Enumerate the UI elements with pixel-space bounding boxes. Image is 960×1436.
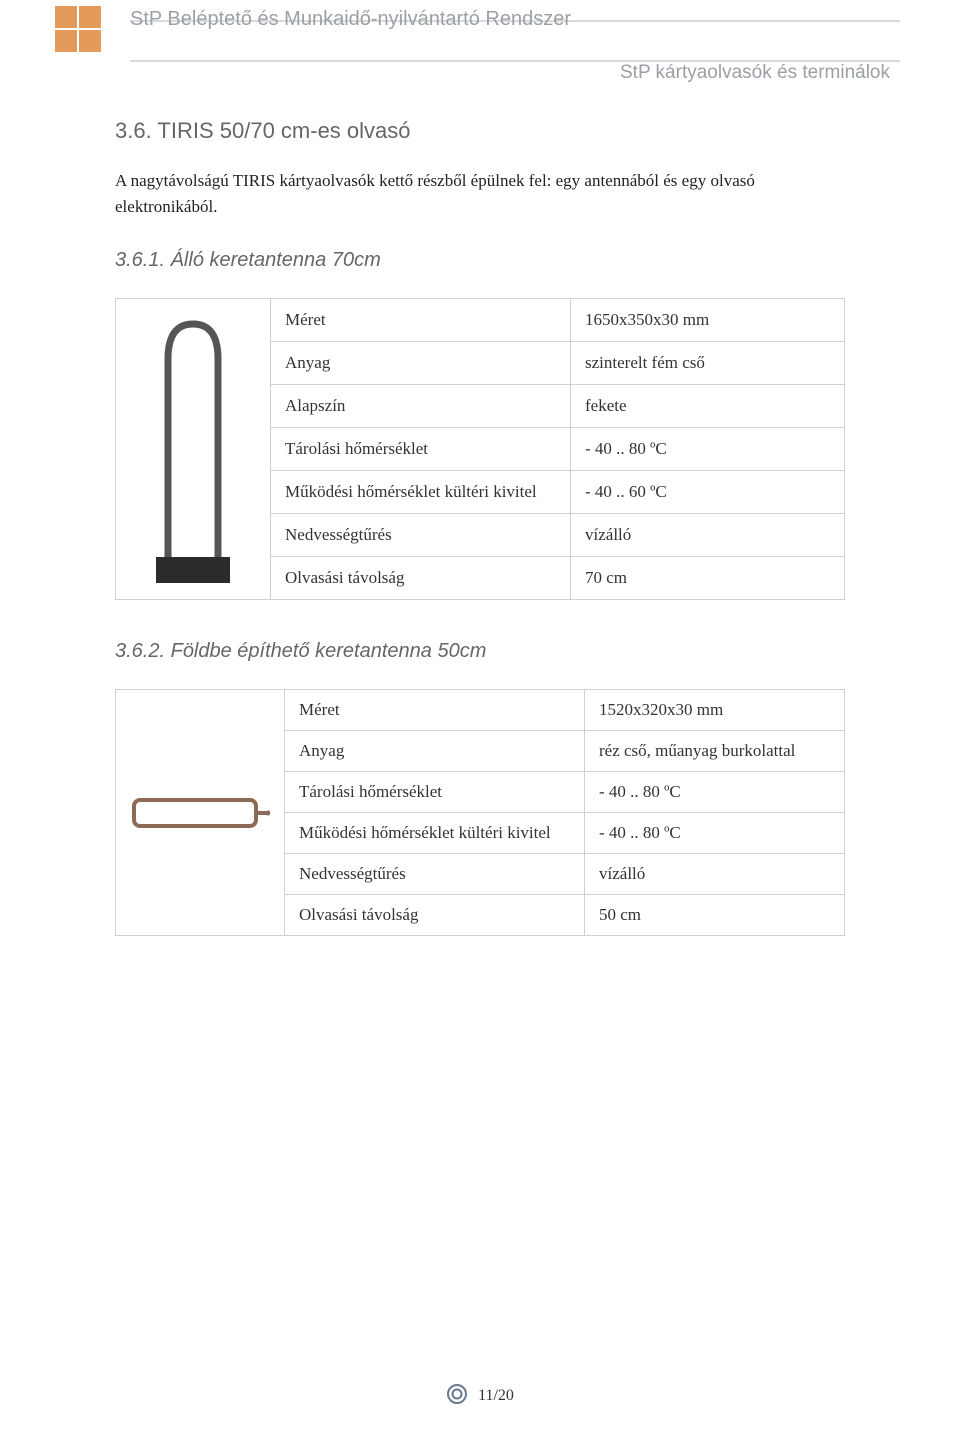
spec-key: Működési hőmérséklet kültéri kivitel <box>285 813 585 854</box>
spec-key: Nedvességtűrés <box>285 854 585 895</box>
logo-icon <box>55 6 103 54</box>
spec-value: vízálló <box>571 514 845 557</box>
header-title: StP Beléptető és Munkaidő-nyilvántartó R… <box>130 8 960 31</box>
ground-loop-icon <box>130 790 270 836</box>
subsection-2-heading: 3.6.2. Földbe építhető keretantenna 50cm <box>115 640 845 663</box>
spec-key: Nedvességtűrés <box>271 514 571 557</box>
spec-key: Működési hőmérséklet kültéri kivitel <box>271 471 571 514</box>
page-footer: 11/20 <box>0 1383 960 1410</box>
spec-value: 70 cm <box>571 557 845 600</box>
ground-loop-image-cell <box>116 690 285 936</box>
footer-logo-icon <box>446 1383 468 1410</box>
spec-table-2: Méret 1520x320x30 mm Anyagréz cső, műany… <box>115 689 845 936</box>
page-header: StP Beléptető és Munkaidő-nyilvántartó R… <box>0 0 960 78</box>
section-heading: 3.6. TIRIS 50/70 cm-es olvasó <box>115 118 845 144</box>
spec-table-1: Méret 1650x350x30 mm Anyagszinterelt fém… <box>115 298 845 600</box>
spec-value: 1650x350x30 mm <box>571 299 845 342</box>
antenna-image-cell <box>116 299 271 600</box>
spec-value: 50 cm <box>585 895 845 936</box>
spec-key: Olvasási távolság <box>285 895 585 936</box>
page: StP Beléptető és Munkaidő-nyilvántartó R… <box>0 0 960 1436</box>
spec-value: szinterelt fém cső <box>571 342 845 385</box>
spec-value: - 40 .. 60 ºC <box>571 471 845 514</box>
spec-key: Alapszín <box>271 385 571 428</box>
subsection-1-heading: 3.6.1. Álló keretantenna 70cm <box>115 249 845 272</box>
spec-value: - 40 .. 80 ºC <box>571 428 845 471</box>
spec-key: Tárolási hőmérséklet <box>285 772 585 813</box>
spec-key: Olvasási távolság <box>271 557 571 600</box>
spec-value: - 40 .. 80 ºC <box>585 772 845 813</box>
spec-key: Méret <box>271 299 571 342</box>
gate-antenna-icon <box>148 309 238 589</box>
spec-key: Tárolási hőmérséklet <box>271 428 571 471</box>
spec-value: vízálló <box>585 854 845 895</box>
spec-value: réz cső, műanyag burkolattal <box>585 731 845 772</box>
spec-key: Anyag <box>285 731 585 772</box>
spec-value: - 40 .. 80 ºC <box>585 813 845 854</box>
spec-key: Méret <box>285 690 585 731</box>
spec-key: Anyag <box>271 342 571 385</box>
page-number: 11/20 <box>478 1387 514 1404</box>
spec-value: 1520x320x30 mm <box>585 690 845 731</box>
spec-value: fekete <box>571 385 845 428</box>
content-area: 3.6. TIRIS 50/70 cm-es olvasó A nagytávo… <box>0 78 960 936</box>
header-subtitle: StP kártyaolvasók és terminálok <box>620 62 890 84</box>
section-paragraph: A nagytávolságú TIRIS kártyaolvasók kett… <box>115 168 845 219</box>
